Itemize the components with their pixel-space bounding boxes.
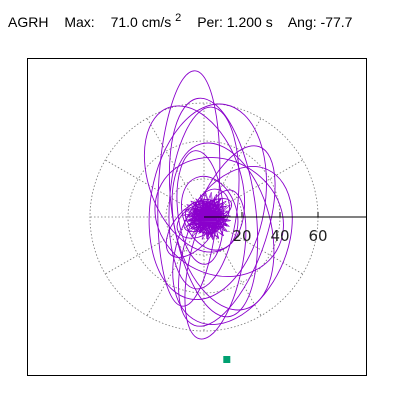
plot-frame: 20 40 60 — [27, 58, 367, 376]
max-value: 71.0 cm/s — [110, 14, 172, 30]
period-value: 1.200 s — [226, 14, 273, 30]
plot-header: AGRH Max: 71.0 cm/s 2 Per: 1.200 s Ang: … — [8, 12, 353, 30]
end-marker-group — [223, 356, 231, 363]
tick-labels: 20 40 60 — [232, 227, 327, 245]
max-exponent: 2 — [175, 12, 182, 24]
motion-loop-11 — [172, 166, 293, 325]
angle-value: -77.7 — [320, 14, 353, 30]
motion-loop-6 — [157, 70, 221, 307]
angle-label: Ang: — [287, 14, 317, 30]
tick-label-40: 40 — [270, 227, 289, 245]
motion-loop-15 — [181, 175, 239, 251]
motion-loop-10 — [143, 105, 246, 253]
motion-loop-8 — [148, 103, 267, 301]
polar-plot: 20 40 60 — [89, 70, 366, 363]
tick-label-60: 60 — [308, 227, 327, 245]
station-code: AGRH — [8, 14, 49, 30]
radial-axis — [204, 212, 366, 218]
particle-motion-trace — [143, 70, 293, 340]
grid-spoke-240 — [146, 216, 205, 316]
max-label: Max: — [64, 14, 95, 30]
tick-label-20: 20 — [232, 227, 251, 245]
end-marker — [223, 356, 231, 363]
period-label: Per: — [197, 14, 223, 30]
motion-loop-12 — [154, 157, 284, 277]
motion-loop-14 — [184, 189, 247, 340]
central-scribble — [182, 191, 231, 241]
motion-loop-7 — [171, 142, 275, 311]
